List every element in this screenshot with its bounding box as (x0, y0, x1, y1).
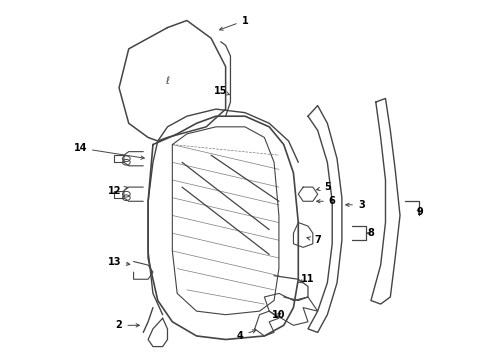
Text: 6: 6 (317, 196, 336, 206)
Text: 2: 2 (116, 320, 140, 330)
Text: 3: 3 (346, 200, 365, 210)
Text: 15: 15 (214, 86, 230, 96)
Text: 14: 14 (74, 143, 144, 159)
Text: ℓ: ℓ (166, 76, 170, 86)
Text: 5: 5 (317, 182, 331, 192)
Text: 13: 13 (107, 257, 130, 266)
Text: 1: 1 (220, 15, 248, 30)
Text: 9: 9 (416, 207, 423, 217)
Text: 8: 8 (367, 228, 374, 238)
Text: 7: 7 (307, 235, 321, 245)
Text: 11: 11 (298, 274, 315, 284)
Text: 4: 4 (237, 330, 256, 341)
Text: 10: 10 (272, 310, 286, 320)
Text: 12: 12 (107, 186, 128, 195)
